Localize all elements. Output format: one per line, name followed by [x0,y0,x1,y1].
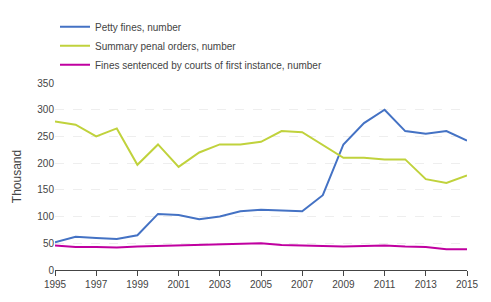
svg-text:2001: 2001 [167,279,190,290]
svg-text:300: 300 [37,104,54,115]
svg-text:2013: 2013 [415,279,438,290]
svg-text:1995: 1995 [44,279,67,290]
svg-text:Summary penal orders, number: Summary penal orders, number [95,41,236,52]
svg-text:100: 100 [37,211,54,222]
svg-text:50: 50 [43,238,55,249]
svg-text:200: 200 [37,158,54,169]
svg-text:150: 150 [37,184,54,195]
svg-text:2009: 2009 [332,279,355,290]
svg-text:2007: 2007 [291,279,314,290]
svg-text:Thousand: Thousand [10,150,24,203]
svg-text:Petty fines, number: Petty fines, number [95,22,182,33]
svg-text:Fines sentenced by courts of f: Fines sentenced by courts of first insta… [95,60,322,71]
svg-text:350: 350 [37,78,54,89]
svg-text:0: 0 [48,265,54,276]
svg-text:2005: 2005 [250,279,273,290]
svg-text:1997: 1997 [85,279,108,290]
svg-text:2011: 2011 [374,279,396,290]
svg-text:2015: 2015 [456,279,479,290]
svg-text:1999: 1999 [126,279,149,290]
svg-text:2003: 2003 [209,279,232,290]
svg-text:250: 250 [37,131,54,142]
